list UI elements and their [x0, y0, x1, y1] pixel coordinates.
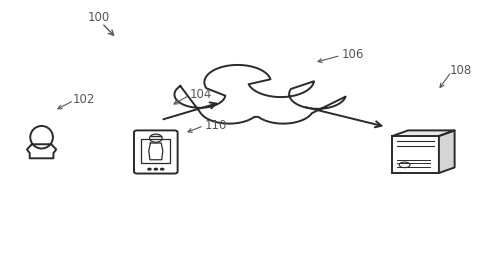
Text: 104: 104 — [190, 88, 212, 101]
Polygon shape — [439, 130, 455, 173]
Circle shape — [161, 168, 164, 170]
Bar — [392, 136, 439, 173]
Polygon shape — [392, 130, 455, 136]
Circle shape — [154, 168, 157, 170]
Bar — [141, 139, 170, 163]
FancyBboxPatch shape — [134, 130, 177, 174]
Text: 108: 108 — [450, 64, 472, 77]
Text: 110: 110 — [205, 119, 227, 132]
Text: 100: 100 — [87, 11, 109, 25]
Polygon shape — [175, 65, 346, 124]
Text: 106: 106 — [342, 49, 364, 61]
Text: 102: 102 — [72, 93, 95, 106]
Circle shape — [148, 168, 151, 170]
